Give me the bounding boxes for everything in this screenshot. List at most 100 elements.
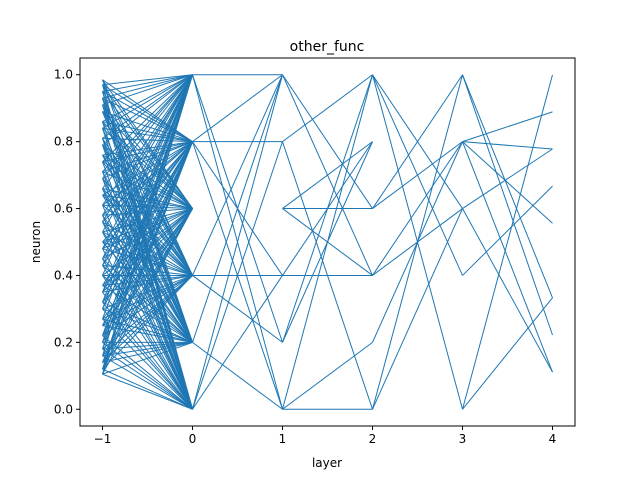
connection-line	[102, 274, 193, 293]
connection-line	[102, 74, 193, 293]
connection-line	[102, 74, 193, 92]
x-tick-label: 3	[459, 432, 467, 446]
x-tick-label: 1	[279, 432, 287, 446]
x-tick-label: 4	[549, 432, 557, 446]
y-ticks: 0.0 0.2 0.4 0.6 0.8 1.0	[54, 68, 80, 416]
connection-line	[102, 144, 193, 410]
connection-line	[102, 74, 193, 206]
connection-line	[102, 141, 193, 260]
connection-line	[372, 74, 463, 209]
connection-line	[102, 74, 193, 310]
connection-line	[102, 74, 193, 123]
connection-line	[102, 97, 193, 143]
connection-line	[102, 141, 193, 206]
connection-line	[102, 74, 193, 276]
connection-line	[102, 275, 193, 320]
connection-line	[192, 141, 283, 410]
connection-line	[462, 141, 553, 150]
connection-line	[102, 141, 193, 223]
connection-line	[102, 74, 193, 139]
connection-line	[102, 74, 193, 146]
connection-line	[282, 141, 373, 209]
connection-line	[102, 74, 193, 249]
connection-line	[102, 121, 193, 209]
connection-line	[102, 208, 193, 320]
connection-line	[102, 275, 193, 370]
connection-line	[102, 74, 193, 356]
x-axis-label: layer	[312, 456, 342, 470]
connection-line	[102, 79, 193, 143]
y-axis-label: neuron	[29, 221, 43, 263]
connection-line	[102, 341, 193, 375]
connection-line	[102, 141, 193, 375]
connection-line	[102, 74, 193, 320]
connection-line	[102, 74, 193, 99]
plot-lines	[102, 74, 553, 410]
connection-line	[462, 148, 553, 209]
connection-line	[462, 74, 553, 299]
x-ticks: −1 0 1 2 3 4	[94, 426, 557, 446]
connection-line	[462, 74, 553, 336]
connection-line	[102, 318, 193, 410]
connection-line	[102, 74, 193, 216]
connection-line	[102, 74, 193, 179]
connection-line	[372, 74, 463, 410]
connection-line	[102, 274, 193, 286]
connection-line	[282, 74, 373, 410]
chart-title: other_func	[290, 39, 365, 55]
connection-line	[102, 127, 193, 143]
x-tick-label: −1	[94, 432, 112, 446]
connection-line	[192, 275, 283, 410]
connection-line	[102, 141, 193, 163]
connection-line	[102, 74, 193, 106]
connection-line	[192, 341, 283, 410]
y-tick-label: 0.6	[54, 202, 73, 216]
connection-line	[102, 141, 193, 266]
connection-line	[102, 141, 193, 326]
connection-line	[192, 74, 283, 410]
connection-line	[102, 275, 193, 327]
connection-line	[102, 74, 193, 163]
y-tick-label: 0.8	[54, 135, 73, 149]
connection-line	[102, 248, 193, 276]
connection-line	[102, 74, 193, 375]
connection-line	[102, 74, 193, 233]
connection-line	[102, 141, 193, 293]
connection-line	[372, 208, 463, 410]
connection-line	[102, 275, 193, 363]
connection-line	[102, 141, 193, 216]
connection-line	[102, 141, 193, 179]
connection-line	[102, 373, 193, 410]
connection-line	[462, 141, 553, 373]
connection-line	[372, 141, 463, 209]
connection-line	[102, 74, 193, 86]
y-tick-label: 0.4	[54, 268, 73, 282]
connection-line	[102, 341, 193, 363]
connection-line	[462, 185, 553, 276]
connection-line	[102, 208, 193, 375]
connection-line	[192, 74, 283, 343]
connection-line	[102, 74, 193, 223]
y-tick-label: 0.2	[54, 335, 73, 349]
connection-line	[102, 171, 193, 210]
connection-line	[102, 91, 193, 209]
y-tick-label: 1.0	[54, 68, 73, 82]
axes-frame	[79, 57, 576, 427]
connection-line	[102, 208, 193, 326]
connection-line	[102, 204, 193, 276]
x-tick-label: 0	[189, 432, 197, 446]
connection-line	[102, 141, 193, 196]
connection-line	[102, 74, 193, 173]
connection-line	[282, 74, 373, 209]
connection-line	[192, 275, 283, 343]
connection-line	[102, 141, 193, 350]
connection-line	[192, 74, 283, 143]
connection-line	[282, 74, 373, 143]
connection-line	[102, 355, 193, 410]
y-tick-label: 0.0	[54, 402, 73, 416]
connection-line	[462, 297, 553, 410]
x-tick-label: 2	[369, 432, 377, 446]
connection-line	[282, 74, 373, 343]
